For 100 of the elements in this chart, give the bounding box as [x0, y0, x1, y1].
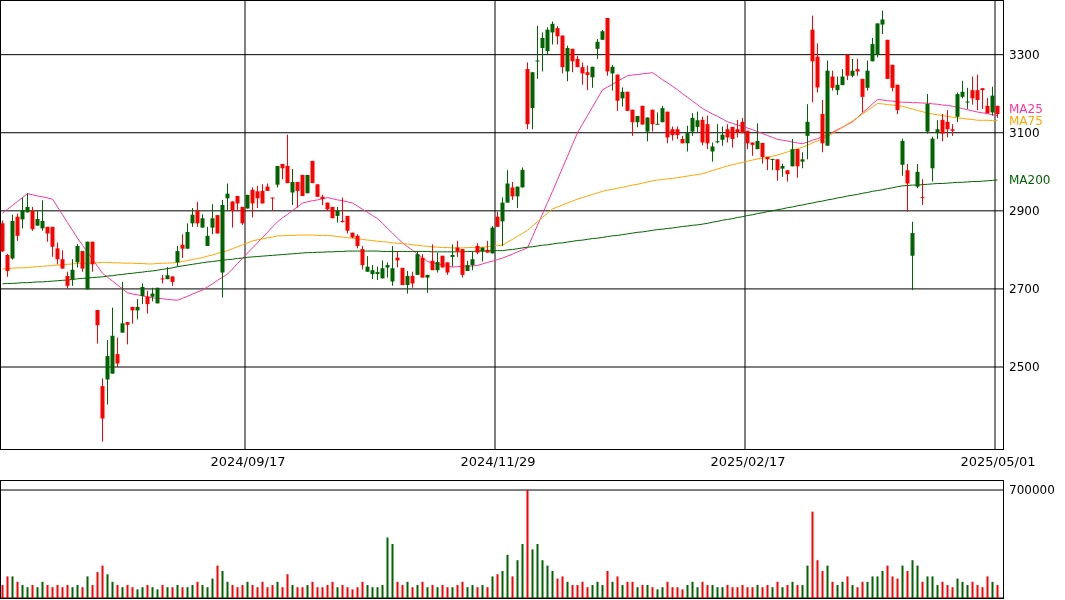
candlestick: [415, 250, 420, 276]
bar: [771, 587, 774, 598]
bar: [61, 587, 64, 598]
bar: [196, 581, 199, 598]
bar: [176, 585, 179, 598]
bar: [741, 585, 744, 598]
bar: [636, 587, 639, 598]
candlestick: [50, 226, 55, 258]
bar: [356, 587, 359, 598]
bar: [651, 587, 654, 598]
candlestick: [175, 245, 180, 268]
bar: [281, 587, 284, 598]
bar: [626, 581, 629, 598]
bar: [446, 587, 449, 598]
bar: [826, 565, 829, 598]
bar: [646, 585, 649, 598]
bar: [786, 585, 789, 598]
bar: [736, 587, 739, 598]
bar: [541, 560, 544, 598]
bar: [856, 587, 859, 598]
candlestick: [775, 158, 780, 182]
candlestick: [500, 197, 505, 247]
bar: [576, 585, 579, 598]
bar: [286, 574, 289, 598]
bar: [486, 587, 489, 598]
bar: [866, 581, 869, 598]
bar: [716, 587, 719, 598]
candlestick: [945, 109, 950, 138]
bar: [766, 585, 769, 598]
candlestick: [360, 245, 365, 270]
candlestick: [845, 54, 850, 81]
bar: [801, 585, 804, 598]
bar: [431, 585, 434, 598]
bar: [311, 581, 314, 598]
bar: [761, 587, 764, 598]
bar: [361, 581, 364, 598]
candlestick: [420, 253, 425, 279]
bar: [106, 574, 109, 598]
y-tick-label: 2900: [1009, 204, 1040, 219]
candlestick: [655, 111, 660, 125]
candlestick: [865, 60, 870, 92]
bar: [571, 585, 574, 598]
bar: [746, 587, 749, 598]
y-tick-label: 3100: [1009, 126, 1040, 141]
bar: [976, 585, 979, 598]
bar: [451, 587, 454, 598]
bar: [271, 585, 274, 598]
candlestick: [705, 115, 710, 150]
bar: [906, 571, 909, 598]
x-tick-label: 2024/11/29: [460, 454, 536, 470]
bar: [616, 576, 619, 598]
bar: [671, 587, 674, 598]
bar: [696, 587, 699, 598]
y-tick-label: 700000: [1009, 483, 1055, 498]
bar: [896, 578, 899, 598]
bar: [501, 571, 504, 598]
candlestick: [205, 226, 210, 247]
candlestick: [180, 233, 185, 259]
candlestick: [15, 213, 20, 242]
bar: [111, 581, 114, 598]
bar: [781, 587, 784, 598]
bar: [641, 585, 644, 598]
bar: [416, 585, 419, 598]
bar: [951, 587, 954, 598]
bar: [496, 574, 499, 598]
bar: [971, 581, 974, 598]
candlestick: [75, 243, 80, 268]
bar: [376, 587, 379, 598]
bar: [276, 581, 279, 598]
bar: [846, 576, 849, 598]
candlestick: [285, 134, 290, 184]
bar: [366, 585, 369, 598]
bar: [66, 585, 69, 598]
bar: [556, 578, 559, 598]
candlestick: [125, 321, 130, 345]
bar: [266, 587, 269, 598]
bar: [991, 581, 994, 598]
bar: [606, 571, 609, 598]
candlestick: [685, 125, 690, 152]
bar: [241, 585, 244, 598]
bar: [966, 585, 969, 598]
candlestick: [565, 45, 570, 82]
bar: [861, 581, 864, 598]
bar: [851, 585, 854, 598]
bar: [296, 587, 299, 598]
bar: [751, 587, 754, 598]
y-tick-label: 3300: [1009, 48, 1040, 62]
bar: [46, 585, 49, 598]
candlestick: [710, 142, 715, 163]
bar: [436, 587, 439, 598]
candlestick: [535, 25, 540, 80]
candlestick: [145, 290, 150, 315]
bar: [656, 589, 659, 598]
candlestick: [900, 138, 905, 177]
series-label: MA75: [1009, 113, 1043, 128]
bar: [796, 585, 799, 598]
candlestick: [140, 282, 145, 305]
bar: [371, 587, 374, 598]
candlestick: [935, 119, 940, 140]
bar: [911, 560, 914, 598]
